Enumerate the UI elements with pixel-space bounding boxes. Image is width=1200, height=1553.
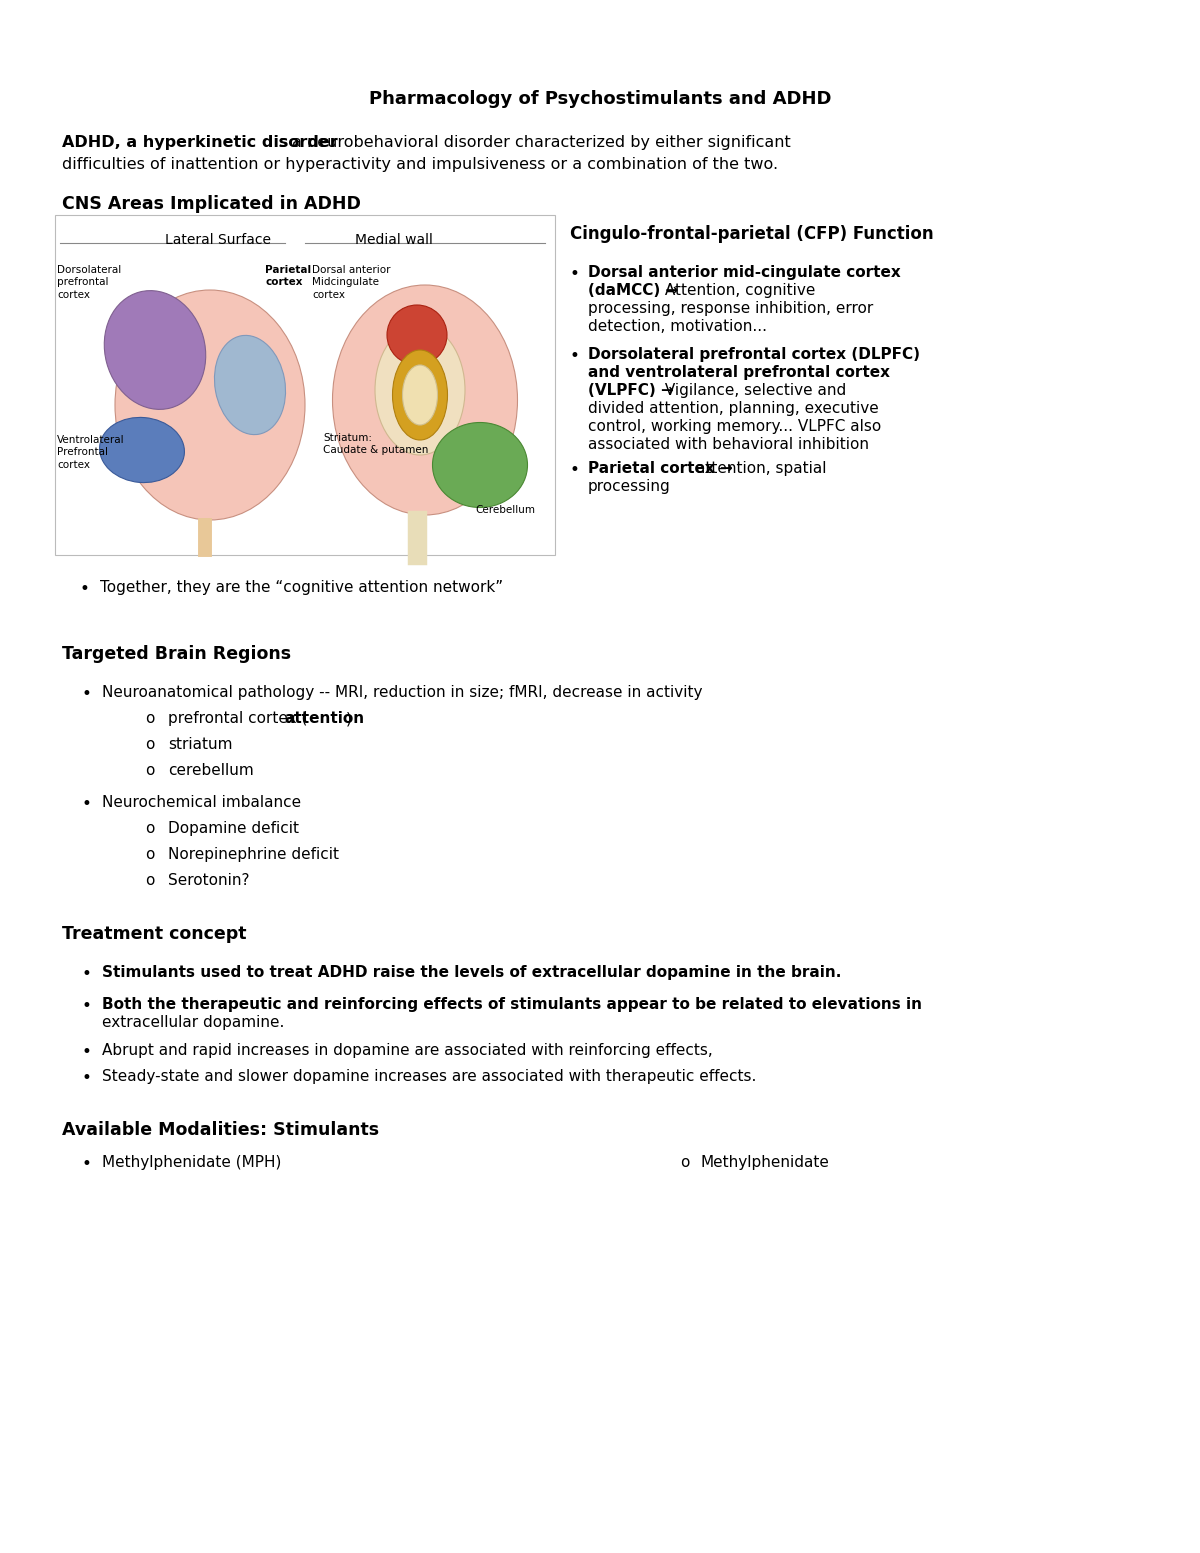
Text: is a neurobehavioral disorder characterized by either significant: is a neurobehavioral disorder characteri…: [269, 135, 791, 151]
Text: Parietal
cortex: Parietal cortex: [265, 266, 311, 287]
Text: •: •: [570, 346, 580, 365]
Ellipse shape: [392, 349, 448, 439]
Text: •: •: [82, 685, 92, 704]
Ellipse shape: [386, 304, 446, 365]
Text: Parietal cortex →: Parietal cortex →: [588, 461, 733, 477]
Text: o: o: [145, 763, 155, 778]
Text: •: •: [82, 964, 92, 983]
Ellipse shape: [104, 290, 205, 410]
Text: Dopamine deficit: Dopamine deficit: [168, 822, 299, 836]
Text: o: o: [145, 822, 155, 836]
Ellipse shape: [115, 290, 305, 520]
Text: Methylphenidate (MPH): Methylphenidate (MPH): [102, 1155, 281, 1169]
Text: Methylphenidate: Methylphenidate: [700, 1155, 829, 1169]
Ellipse shape: [402, 365, 438, 426]
Text: and ventrolateral prefrontal cortex: and ventrolateral prefrontal cortex: [588, 365, 890, 380]
Text: Cerebellum: Cerebellum: [475, 505, 535, 516]
Ellipse shape: [432, 422, 528, 508]
Text: difficulties of inattention or hyperactivity and impulsiveness or a combination : difficulties of inattention or hyperacti…: [62, 157, 778, 172]
Ellipse shape: [374, 325, 466, 455]
Text: attention, spatial: attention, spatial: [696, 461, 827, 477]
Ellipse shape: [100, 418, 185, 483]
Text: Together, they are the “cognitive attention network”: Together, they are the “cognitive attent…: [100, 579, 503, 595]
Text: o: o: [145, 711, 155, 725]
Text: extracellular dopamine.: extracellular dopamine.: [102, 1016, 284, 1030]
Text: Both the therapeutic and reinforcing effects of stimulants appear to be related : Both the therapeutic and reinforcing eff…: [102, 997, 922, 1013]
Ellipse shape: [332, 286, 517, 516]
Text: o: o: [680, 1155, 689, 1169]
Text: striatum: striatum: [168, 738, 233, 752]
Text: Available Modalities: Stimulants: Available Modalities: Stimulants: [62, 1121, 379, 1138]
Text: Cingulo-frontal-parietal (CFP) Function: Cingulo-frontal-parietal (CFP) Function: [570, 225, 934, 242]
Text: •: •: [82, 795, 92, 814]
Text: Dorsolateral prefrontal cortex (DLPFC): Dorsolateral prefrontal cortex (DLPFC): [588, 346, 920, 362]
Text: Vigilance, selective and: Vigilance, selective and: [660, 384, 846, 398]
Text: Steady-state and slower dopamine increases are associated with therapeutic effec: Steady-state and slower dopamine increas…: [102, 1068, 756, 1084]
Text: Neuroanatomical pathology -- MRI, reduction in size; fMRI, decrease in activity: Neuroanatomical pathology -- MRI, reduct…: [102, 685, 702, 700]
Text: Pharmacology of Psychostimulants and ADHD: Pharmacology of Psychostimulants and ADH…: [368, 90, 832, 109]
Text: Abrupt and rapid increases in dopamine are associated with reinforcing effects,: Abrupt and rapid increases in dopamine a…: [102, 1044, 713, 1058]
Text: o: o: [145, 873, 155, 888]
Text: Lateral Surface: Lateral Surface: [166, 233, 271, 247]
Text: attention: attention: [284, 711, 364, 725]
Text: o: o: [145, 738, 155, 752]
Text: Attention, cognitive: Attention, cognitive: [660, 283, 815, 298]
Text: (VLPFC) →: (VLPFC) →: [588, 384, 673, 398]
Text: Medial wall: Medial wall: [355, 233, 433, 247]
Text: processing: processing: [588, 478, 671, 494]
Text: Ventrolateral
Prefrontal
cortex: Ventrolateral Prefrontal cortex: [58, 435, 125, 471]
Text: Striatum:
Caudate & putamen: Striatum: Caudate & putamen: [323, 433, 428, 455]
Text: •: •: [82, 997, 92, 1016]
FancyBboxPatch shape: [55, 214, 554, 554]
Text: Stimulants used to treat ADHD raise the levels of extracellular dopamine in the : Stimulants used to treat ADHD raise the …: [102, 964, 841, 980]
Text: prefrontal cortex (: prefrontal cortex (: [168, 711, 307, 725]
Text: Dorsal anterior mid-cingulate cortex: Dorsal anterior mid-cingulate cortex: [588, 266, 901, 280]
Text: Dorsal anterior
Midcingulate
cortex: Dorsal anterior Midcingulate cortex: [312, 266, 390, 300]
Text: ADHD, a hyperkinetic disorder: ADHD, a hyperkinetic disorder: [62, 135, 337, 151]
Text: •: •: [570, 266, 580, 283]
Text: •: •: [82, 1044, 92, 1061]
Text: divided attention, planning, executive: divided attention, planning, executive: [588, 401, 878, 416]
Text: cerebellum: cerebellum: [168, 763, 253, 778]
Text: Norepinephrine deficit: Norepinephrine deficit: [168, 846, 340, 862]
Text: control, working memory... VLPFC also: control, working memory... VLPFC also: [588, 419, 881, 433]
Text: associated with behavioral inhibition: associated with behavioral inhibition: [588, 436, 869, 452]
Text: •: •: [80, 579, 90, 598]
Text: Dorsolateral
prefrontal
cortex: Dorsolateral prefrontal cortex: [58, 266, 121, 300]
Text: ): ): [346, 711, 352, 725]
Text: detection, motivation...: detection, motivation...: [588, 318, 767, 334]
Text: Neurochemical imbalance: Neurochemical imbalance: [102, 795, 301, 811]
Text: o: o: [145, 846, 155, 862]
Text: •: •: [570, 461, 580, 478]
Text: •: •: [82, 1155, 92, 1173]
Ellipse shape: [215, 335, 286, 435]
Text: Serotonin?: Serotonin?: [168, 873, 250, 888]
Text: (daMCC) →: (daMCC) →: [588, 283, 678, 298]
Text: Treatment concept: Treatment concept: [62, 926, 246, 943]
Text: •: •: [82, 1068, 92, 1087]
Text: processing, response inhibition, error: processing, response inhibition, error: [588, 301, 874, 315]
Text: Targeted Brain Regions: Targeted Brain Regions: [62, 644, 292, 663]
Text: CNS Areas Implicated in ADHD: CNS Areas Implicated in ADHD: [62, 196, 361, 213]
